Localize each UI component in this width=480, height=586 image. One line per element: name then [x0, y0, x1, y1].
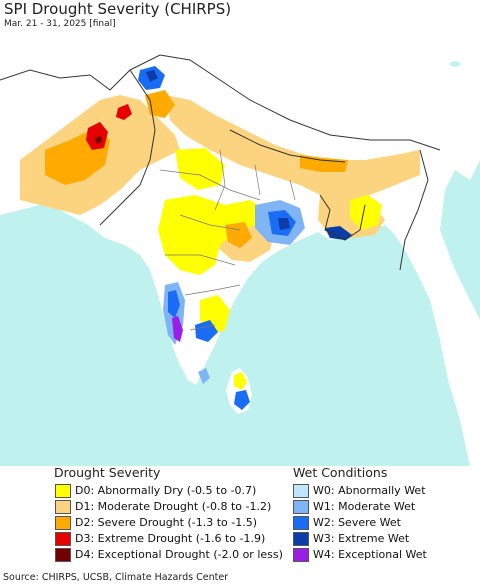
legend-label-w4: W4: Exceptional Wet	[313, 548, 427, 561]
wet-w3-sundarbans	[325, 226, 352, 240]
legend-label-w3: W3: Extreme Wet	[313, 532, 410, 545]
swatch-d2	[55, 515, 71, 530]
swatch-w0	[293, 483, 309, 498]
map-title: SPI Drought Severity (CHIRPS)	[4, 0, 232, 18]
drought-d0-srilanka	[234, 372, 247, 390]
legend-item-d0: D0: Abnormally Dry (-0.5 to -0.7)	[55, 483, 256, 498]
boundary-afghanistan	[0, 69, 131, 91]
state-lines	[159, 149, 296, 331]
lake	[450, 61, 460, 67]
swatch-d1	[55, 499, 71, 514]
legend-item-w2: W2: Severe Wet	[293, 515, 401, 530]
boundary-india-bangladesh	[319, 194, 366, 241]
andaman-coast	[440, 320, 480, 466]
boundary-pakistan-india	[99, 69, 156, 226]
swatch-w2	[293, 515, 309, 530]
map-subtitle: Mar. 21 - 31, 2025 [final]	[4, 19, 116, 29]
swatch-w3	[293, 531, 309, 546]
legend	[0, 466, 480, 570]
boundary-myanmar	[399, 149, 429, 271]
wet-w4-west-coast	[172, 316, 183, 342]
drought-d0-north	[175, 148, 225, 190]
swatch-d4	[55, 547, 71, 562]
drought-d1-himalaya	[165, 95, 420, 200]
legend-label-d2: D2: Severe Drought (-1.3 to -1.5)	[75, 516, 258, 529]
drought-d2-kashmir	[145, 90, 175, 118]
legend-label-d0: D0: Abnormally Dry (-0.5 to -0.7)	[75, 484, 257, 497]
legend-item-d4: D4: Exceptional Drought (-2.0 or less)	[55, 547, 283, 562]
boundary-india-nepal	[229, 129, 346, 163]
legend-item-d1: D1: Moderate Drought (-0.8 to -1.2)	[55, 499, 271, 514]
legend-label-w2: W2: Severe Wet	[313, 516, 401, 529]
legend-label-w0: W0: Abnormally Wet	[313, 484, 426, 497]
legend-item-w0: W0: Abnormally Wet	[293, 483, 426, 498]
wet-w2-west-coast	[168, 290, 180, 318]
legend-item-d2: D2: Severe Drought (-1.3 to -1.5)	[55, 515, 257, 530]
drought-d0-northeast	[350, 195, 382, 230]
drought-d4-pakistan	[95, 136, 102, 144]
swatch-d3	[55, 531, 71, 546]
drought-d2-nepal	[300, 155, 348, 172]
wet-w2-srilanka	[234, 390, 250, 410]
drought-legend-heading: Drought Severity	[54, 465, 161, 480]
drought-d3-pakistan-a	[86, 122, 108, 150]
swatch-w1	[293, 499, 309, 514]
legend-label-w1: W1: Moderate Wet	[313, 500, 416, 513]
legend-item-d3: D3: Extreme Drought (-1.6 to -1.9)	[55, 531, 265, 546]
drought-map	[0, 0, 480, 466]
source-credit: Source: CHIRPS, UCSB, Climate Hazards Ce…	[3, 572, 229, 583]
boundary-china	[129, 54, 441, 151]
wet-w1-south-tip	[198, 368, 210, 384]
legend-item-w3: W3: Extreme Wet	[293, 531, 409, 546]
swatch-d0	[55, 483, 71, 498]
wet-legend-heading: Wet Conditions	[293, 465, 388, 480]
legend-item-w1: W1: Moderate Wet	[293, 499, 415, 514]
legend-label-d4: D4: Exceptional Drought (-2.0 or less)	[75, 548, 283, 561]
wet-w3-kashmir	[146, 70, 158, 82]
drought-d3-pakistan-b	[116, 104, 132, 120]
legend-label-d1: D1: Moderate Drought (-0.8 to -1.2)	[75, 500, 272, 513]
legend-label-d3: D3: Extreme Drought (-1.6 to -1.9)	[75, 532, 266, 545]
wet-w3-central-east	[278, 218, 290, 230]
legend-item-w4: W4: Exceptional Wet	[293, 547, 427, 562]
swatch-w4	[293, 547, 309, 562]
